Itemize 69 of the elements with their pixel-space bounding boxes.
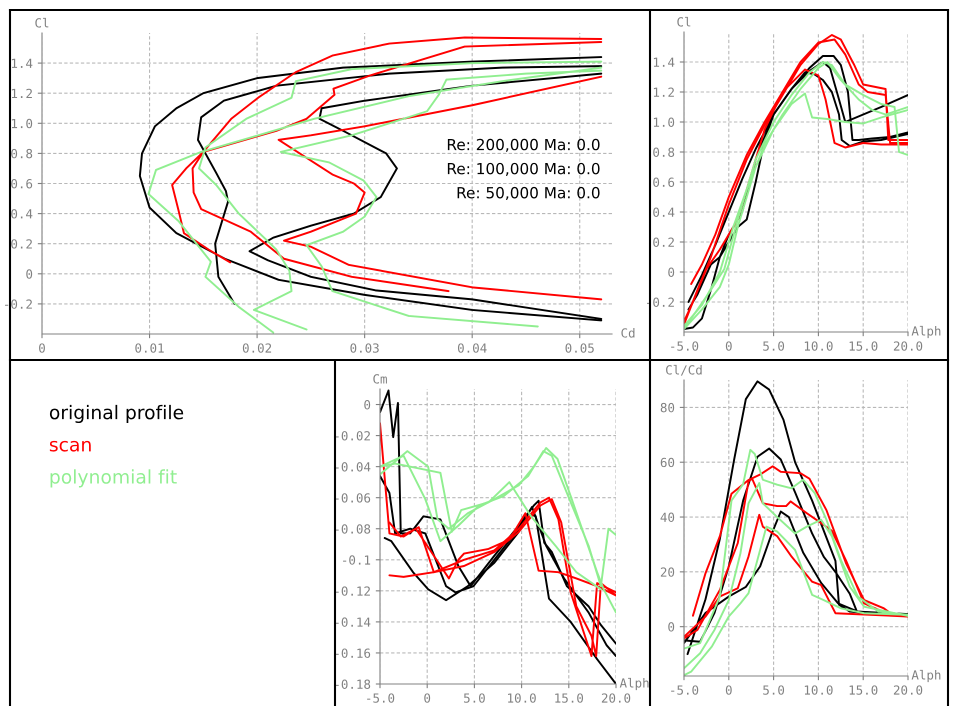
- y-tick-label: 1.0: [12, 118, 32, 128]
- annotation: Re: 200,000 Ma: 0.0: [448, 138, 600, 152]
- y-tick-label: -0.18: [336, 680, 370, 689]
- annotation: Re: 100,000 Ma: 0.0: [448, 162, 600, 176]
- annotation: Re: 50,000 Ma: 0.0: [458, 186, 600, 200]
- x-tick-label: 15.0: [850, 685, 878, 695]
- y-tick-label: 0.4: [653, 208, 674, 217]
- text: polynomial fit: [50, 469, 177, 488]
- y-axis-title: Cl: [677, 16, 690, 27]
- x-tick-label: 0.04: [458, 343, 487, 353]
- text: original profile: [50, 404, 184, 424]
- y-tick-label: 0.8: [11, 148, 32, 158]
- x-axis-title: Cd: [621, 328, 634, 338]
- x-tick-label: 10.0: [508, 693, 536, 703]
- y-tick-label: 1.2: [12, 88, 32, 98]
- x-tick-label: 0.02: [242, 343, 272, 353]
- x-tick-label: 0.01: [135, 343, 164, 353]
- y-tick-label: 80: [660, 402, 674, 412]
- y-tick-label: -0.08: [336, 524, 370, 534]
- x-tick-label: 0.03: [350, 343, 379, 353]
- x-tick-label: 0: [424, 693, 430, 703]
- y-axis-title: Cl/Cd: [666, 364, 702, 376]
- x-tick-label: 10.0: [804, 341, 833, 351]
- x-tick-label: 5.0: [763, 685, 784, 695]
- y-tick-label: -0.04: [336, 462, 370, 472]
- y-tick-label: 0.2: [653, 238, 674, 247]
- x-tick-label: 20.0: [602, 693, 630, 703]
- x-tick-label: 5.0: [464, 693, 485, 703]
- y-tick-label: 0.6: [653, 178, 674, 187]
- y-tick-label: 40: [660, 512, 674, 522]
- y-tick-label: 0.2: [11, 239, 32, 249]
- x-tick-label: -5.0: [367, 693, 394, 703]
- text: scan: [50, 440, 91, 452]
- x-tick-label: 20.0: [894, 685, 922, 695]
- y-tick-label: -0.06: [336, 493, 370, 503]
- y-tick-label: 0: [26, 269, 32, 279]
- x-tick-label: 10.0: [804, 685, 833, 695]
- y-tick-label: 0.8: [653, 148, 674, 157]
- y-tick-label: 20: [660, 567, 674, 577]
- y-tick-label: 60: [660, 458, 674, 468]
- x-axis-title: Alph: [620, 678, 649, 690]
- y-tick-label: 1.2: [654, 88, 674, 97]
- y-tick-label: -0.02: [336, 431, 370, 441]
- x-tick-label: -5.0: [671, 685, 698, 695]
- x-tick-label: 0: [39, 343, 45, 353]
- y-tick-label: -0.12: [336, 586, 370, 596]
- x-tick-label: -5.0: [671, 341, 698, 351]
- y-axis-title: Cm: [373, 374, 387, 384]
- x-tick-label: 0: [726, 685, 732, 695]
- y-tick-label: -0.16: [336, 648, 370, 658]
- x-tick-label: 0.05: [566, 343, 594, 353]
- x-tick-label: 15.0: [850, 341, 878, 351]
- x-tick-label: 0: [726, 341, 732, 351]
- x-tick-label: 15.0: [555, 693, 584, 703]
- x-tick-label: 5.0: [763, 341, 784, 351]
- x-tick-label: 20.0: [894, 341, 922, 351]
- y-tick-label: 0: [668, 622, 674, 632]
- y-axis-title: Cl: [35, 18, 48, 28]
- y-tick-label: 1.4: [654, 58, 674, 67]
- y-tick-label: 1.0: [654, 118, 674, 127]
- y-tick-label: 0.4: [11, 209, 32, 219]
- y-tick-label: -0.1: [343, 555, 370, 565]
- y-tick-label: 1.4: [12, 58, 32, 68]
- y-tick-label: 0.6: [11, 179, 32, 188]
- y-tick-label: 0: [364, 400, 370, 410]
- y-tick-label: -0.14: [336, 617, 370, 627]
- y-tick-label: 0: [668, 268, 674, 277]
- x-axis-title: Alph: [912, 326, 940, 338]
- x-axis-title: Alph: [912, 670, 940, 682]
